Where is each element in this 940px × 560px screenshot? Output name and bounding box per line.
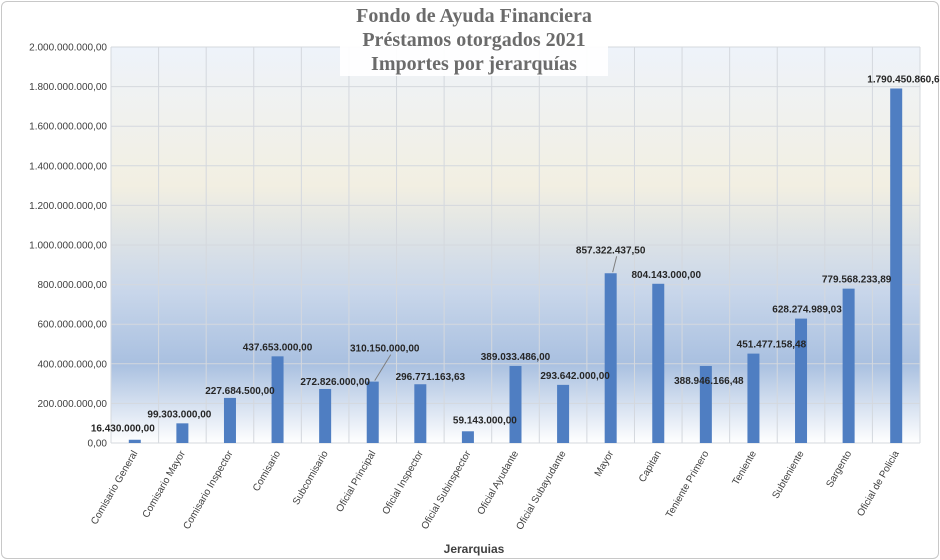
x-category-label: Comisario Inspector	[182, 448, 236, 531]
data-label: 389.033.486,00	[481, 352, 551, 363]
y-axis-ticks: 0,00 200.000.000,00 400.000.000,00 600.000.…	[29, 43, 107, 450]
chart-title-line-3: Importes por jerarquías	[371, 53, 577, 75]
bar	[319, 388, 332, 443]
x-category-label: Subteniente	[770, 449, 806, 501]
x-category-label: Oficial de Policia	[855, 449, 902, 519]
x-category-label: Teniente	[731, 449, 760, 488]
x-category-label: Oficial Subayudante	[514, 449, 568, 532]
y-tick-label: 2.000.000.000,00	[29, 43, 107, 54]
data-label: 272.826.000,00	[300, 377, 370, 388]
y-tick-label: 600.000.000,00	[37, 320, 107, 331]
data-label: 857.322.437,50	[576, 245, 646, 256]
y-tick-label: 1.400.000.000,00	[29, 161, 107, 172]
data-label: 437.653.000,00	[243, 342, 313, 353]
x-category-label: Oficial Ayudante	[476, 449, 522, 517]
bar	[223, 397, 236, 443]
y-tick-label: 0,00	[88, 439, 108, 450]
chart-title-line-1: Fondo de Ayuda Financiera	[356, 5, 592, 27]
data-label: 59.143.000,00	[453, 415, 517, 426]
bars	[128, 88, 903, 444]
data-label: 388.946.166,48	[674, 376, 744, 387]
y-tick-label: 400.000.000,00	[37, 359, 107, 370]
bar	[271, 356, 284, 443]
x-category-label: Teniente Primero	[664, 449, 712, 520]
bar	[699, 365, 712, 443]
bar	[176, 423, 189, 443]
x-category-label: Oficial Subinspector	[420, 448, 474, 531]
gridlines	[110, 46, 921, 444]
data-label: 310.150.000,00	[350, 344, 420, 355]
chart-title: Fondo de Ayuda Financiera Préstamos otor…	[340, 4, 608, 76]
x-category-label: Oficial Principal	[334, 449, 378, 514]
data-label: 451.477.158,48	[737, 340, 807, 351]
bar	[747, 353, 760, 443]
data-labels: 16.430.000,00 99.303.000,00 227.684.500,00…	[91, 74, 940, 434]
x-category-label: Comisario Mayor	[141, 448, 189, 520]
y-tick-label: 1.200.000.000,00	[29, 201, 107, 212]
data-label: 804.143.000,00	[632, 270, 702, 281]
y-tick-label: 800.000.000,00	[37, 280, 107, 291]
bar	[366, 381, 379, 443]
bar	[461, 431, 474, 443]
bar	[509, 365, 522, 443]
data-label: 293.642.000,00	[540, 371, 610, 382]
x-axis-categories: Comisario General Comisario MayorComisari…	[89, 448, 902, 532]
bar	[128, 439, 141, 443]
x-category-label: Capitan	[637, 449, 664, 484]
x-category-label: Comisario General	[89, 449, 140, 527]
data-label: 16.430.000,00	[91, 424, 155, 435]
bar	[557, 384, 570, 443]
x-category-label: Oficial Inspector	[381, 448, 427, 516]
y-tick-label: 1.600.000.000,00	[29, 122, 107, 133]
leader-line	[612, 256, 618, 273]
bar	[604, 273, 617, 443]
data-label: 779.568.233,89	[822, 275, 892, 286]
y-tick-label: 1.800.000.000,00	[29, 82, 107, 93]
data-label: 99.303.000,00	[147, 409, 211, 420]
bar	[795, 318, 808, 443]
chart-title-line-2: Préstamos otorgados 2021	[362, 29, 586, 51]
bar	[414, 384, 427, 443]
data-label: 1.790.450.860,67	[867, 74, 940, 85]
data-label: 296.771.163,63	[396, 372, 466, 383]
bar	[890, 88, 903, 444]
leader-line	[374, 354, 392, 381]
y-tick-label: 200.000.000,00	[37, 399, 107, 410]
x-category-label: Comisario	[251, 449, 283, 494]
x-axis-title: Jerarquias	[444, 542, 505, 556]
bar	[842, 288, 855, 443]
x-category-label: Subcomisario	[291, 449, 331, 507]
bar	[652, 283, 665, 443]
x-category-label: Sargento	[824, 449, 854, 490]
x-category-label: Mayor	[593, 448, 617, 478]
data-label: 227.684.500,00	[205, 386, 275, 397]
data-label: 628.274.989,03	[772, 305, 842, 316]
y-tick-label: 1.000.000.000,00	[29, 241, 107, 252]
